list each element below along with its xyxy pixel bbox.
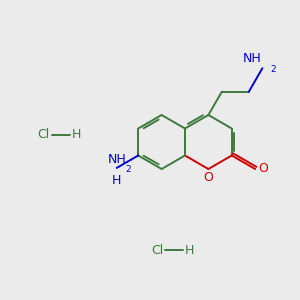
Text: Cl: Cl <box>38 128 50 142</box>
Text: O: O <box>203 171 213 184</box>
Text: H: H <box>185 244 194 256</box>
Text: H: H <box>112 174 122 187</box>
Text: Cl: Cl <box>151 244 163 256</box>
Text: NH: NH <box>243 52 261 65</box>
Text: 2: 2 <box>270 65 276 74</box>
Text: H: H <box>72 128 81 142</box>
Text: O: O <box>258 163 268 176</box>
Text: 2: 2 <box>126 165 131 174</box>
Text: NH: NH <box>107 153 126 166</box>
